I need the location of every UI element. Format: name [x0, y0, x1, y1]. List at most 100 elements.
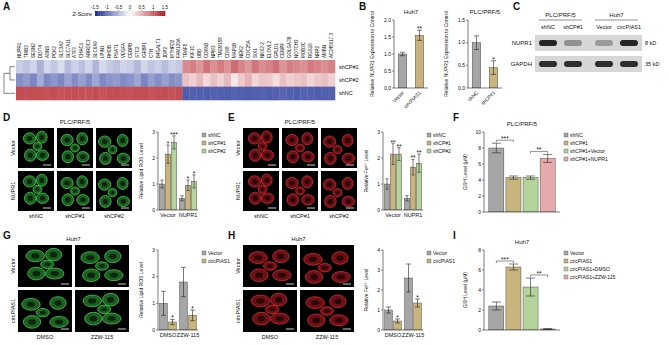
nucleus	[324, 309, 330, 313]
x-axis	[158, 330, 198, 331]
heatmap-cell	[182, 60, 189, 74]
cell	[36, 150, 48, 160]
heatmap-cell	[266, 73, 273, 87]
heatmap-cell	[224, 87, 231, 101]
nucleus	[80, 154, 86, 159]
nucleus	[298, 189, 302, 193]
y-tick	[381, 330, 383, 331]
y-tick	[156, 210, 158, 211]
significance-label: *	[187, 175, 190, 182]
cell	[41, 260, 54, 268]
y-tick	[482, 290, 484, 291]
heatmap-cell	[113, 73, 120, 87]
color-bar-segment	[102, 11, 104, 16]
legend-label: Vector	[208, 250, 223, 256]
column-label: CDKN3	[204, 42, 209, 58]
cell	[261, 150, 273, 160]
nucleus	[260, 188, 264, 192]
image-panel: Huh7VectorcircPIAS1DMSOZZW-115	[235, 236, 354, 340]
color-bar-segment	[148, 11, 150, 16]
column-label: SLC3A2	[59, 41, 64, 58]
y-tick	[466, 20, 468, 21]
column-label: SESN2	[31, 43, 36, 58]
color-bar-segment	[146, 11, 148, 16]
column-label: B4GALT1	[156, 38, 161, 58]
y-axis-label: Relative Fe²⁺ Level	[363, 269, 369, 312]
y-tick-label: 1.5	[384, 34, 391, 40]
significance-label: *	[171, 314, 174, 321]
micrograph-background	[321, 171, 357, 211]
heatmap-cell	[231, 73, 238, 87]
heatmap-cell	[245, 87, 252, 101]
column-label: KIF1C	[190, 44, 195, 58]
scale-bar	[268, 208, 276, 209]
cell	[251, 295, 269, 307]
y-axis-label: Relative NUPR1 Expression to Control	[443, 11, 449, 97]
column-label: JDP2	[163, 46, 168, 58]
band	[620, 61, 638, 67]
panel-label: G	[3, 230, 11, 241]
scale-bar	[307, 165, 315, 166]
heatmap-cell	[78, 73, 85, 87]
color-bar-segment	[142, 11, 144, 16]
nucleus	[278, 273, 286, 278]
error-bar	[386, 307, 391, 313]
heatmap-cell	[99, 73, 106, 87]
y-tick-label: 2	[478, 193, 481, 199]
cell	[26, 250, 44, 262]
y-tick-label: 0.0	[458, 85, 465, 91]
nucleus	[28, 319, 36, 325]
heatmap-cell	[65, 73, 72, 87]
column-label: AMBN	[322, 45, 327, 58]
heatmap-cell	[44, 87, 51, 101]
heatmap-cell	[314, 73, 321, 87]
image-title: Huh7	[291, 236, 306, 242]
x-tick-label: Vector	[391, 89, 406, 104]
y-tick	[156, 132, 158, 133]
legend-label: shCP#2	[433, 148, 451, 154]
column-label: ELOVL2	[267, 40, 272, 58]
micrograph	[18, 245, 72, 287]
legend-swatch	[564, 259, 568, 263]
legend-swatch	[427, 141, 431, 145]
micrograph	[300, 245, 354, 287]
color-bar-tick-label: -0.5	[114, 5, 122, 10]
color-bar-segment	[144, 11, 146, 16]
heatmap-cell	[217, 73, 224, 87]
color-bar-segment	[107, 11, 109, 16]
heatmap-cell	[231, 87, 238, 101]
bar	[523, 178, 538, 212]
cell	[33, 185, 42, 193]
y-tick-label: 1	[152, 181, 155, 187]
column-label: GOLGA7B	[287, 36, 292, 58]
y-tick	[156, 276, 158, 277]
nucleus	[253, 153, 258, 158]
heatmap-cell	[293, 87, 300, 101]
cell	[103, 293, 119, 306]
nucleus	[311, 300, 319, 305]
legend-swatch	[202, 259, 206, 263]
nucleus	[277, 254, 284, 260]
nucleus	[80, 197, 86, 202]
micrograph	[57, 128, 93, 168]
y-tick	[482, 148, 484, 149]
scale-bar	[346, 208, 354, 209]
color-bar-tick-label: -1	[105, 5, 109, 10]
heatmap-cell	[16, 73, 23, 87]
y-tick	[381, 250, 383, 251]
column-label: CDC25A	[246, 40, 251, 58]
cell	[248, 133, 260, 144]
heatmap-cell	[120, 87, 127, 101]
nucleus	[40, 196, 46, 201]
size-label: 35 kD	[645, 61, 659, 67]
heatmap-cell	[280, 87, 287, 101]
scale-bar	[268, 165, 276, 166]
micrograph-background	[57, 128, 93, 168]
nucleus	[27, 136, 33, 141]
heatmap-cell	[293, 73, 300, 87]
image-column-label: shCP#1	[290, 213, 310, 219]
micrograph	[96, 128, 132, 168]
color-bar-segment	[113, 11, 115, 16]
lane-label: shNC	[541, 24, 555, 30]
scale-bar	[307, 208, 315, 209]
